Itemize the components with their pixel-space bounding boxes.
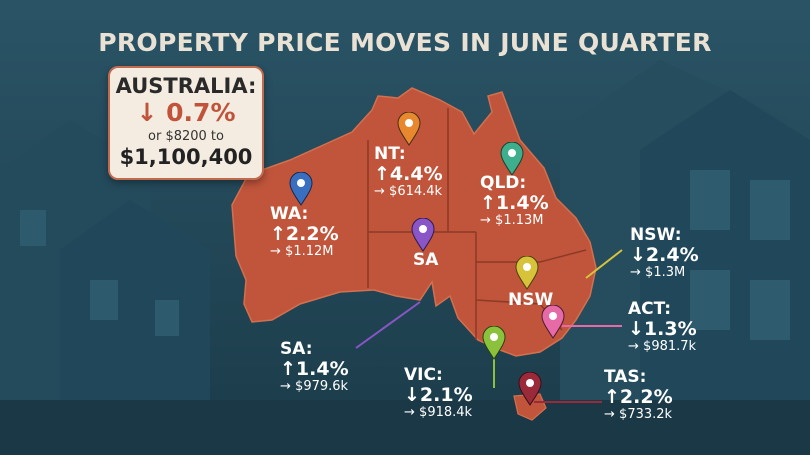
page-title: PROPERTY PRICE MOVES IN JUNE QUARTER	[98, 28, 712, 57]
right-arrow-icon: →	[480, 213, 491, 229]
region-change-value: 1.3%	[643, 318, 697, 341]
region-price-value: $1.12M	[285, 244, 334, 260]
region-label-nt: NT: ↑4.4% → $614.4k	[374, 144, 443, 200]
up-arrow-icon: ↑	[604, 386, 620, 409]
region-name: VIC:	[404, 365, 443, 385]
national-price: $1,100,400	[119, 145, 253, 169]
down-arrow-icon: ↓	[404, 384, 420, 407]
national-change-value: 0.7%	[166, 98, 236, 127]
region-change-value: 1.4%	[495, 192, 549, 215]
region-price: → $918.4k	[404, 406, 473, 421]
region-change-value: 4.4%	[389, 163, 443, 186]
region-label-vic: VIC: ↓2.1% → $918.4k	[404, 365, 473, 421]
region-label-nsw: NSW: ↓2.4% → $1.3M	[630, 225, 699, 281]
right-arrow-icon: →	[628, 339, 639, 355]
right-arrow-icon: →	[630, 265, 641, 281]
region-price: → $1.12M	[270, 245, 339, 260]
region-change: ↑1.4%	[280, 358, 349, 381]
region-name: TAS:	[604, 367, 647, 387]
region-price-value: $733.2k	[619, 407, 673, 423]
national-detail: or $8200 to	[148, 129, 224, 144]
up-arrow-icon: ↑	[270, 223, 286, 246]
tas-location-pin-icon	[518, 372, 542, 406]
region-change: ↑2.2%	[270, 223, 339, 246]
region-label-wa: WA: ↑2.2% → $1.12M	[270, 204, 339, 260]
region-change-value: 1.4%	[295, 358, 349, 381]
region-label-qld: QLD: ↑1.4% → $1.13M	[480, 173, 549, 229]
right-arrow-icon: →	[604, 407, 615, 423]
region-change-value: 2.2%	[619, 386, 673, 409]
region-change: ↑1.4%	[480, 192, 549, 215]
region-change: ↓1.3%	[628, 318, 697, 341]
nt-location-pin-icon	[397, 112, 421, 146]
region-name: ACT:	[628, 299, 672, 319]
up-arrow-icon: ↑	[374, 163, 390, 186]
right-arrow-icon: →	[270, 244, 281, 260]
qld-location-pin-icon	[500, 142, 524, 176]
nsw-location-pin-icon	[515, 256, 539, 290]
up-arrow-icon: ↑	[280, 358, 296, 381]
wa-location-pin-icon	[289, 172, 313, 206]
region-label-tas: TAS: ↑2.2% → $733.2k	[604, 367, 673, 423]
region-change: ↓2.4%	[630, 244, 699, 267]
region-price-value: $918.4k	[419, 405, 473, 421]
right-arrow-icon: →	[404, 405, 415, 421]
region-change: ↑4.4%	[374, 163, 443, 186]
region-price: → $733.2k	[604, 408, 673, 423]
map-label-nsw: NSW	[508, 290, 554, 310]
region-change-value: 2.4%	[645, 244, 699, 267]
region-change: ↓2.1%	[404, 384, 473, 407]
act-location-pin-icon	[541, 305, 565, 339]
region-name: NSW:	[630, 225, 682, 245]
down-arrow-icon: ↓	[136, 98, 158, 127]
map-label-sa: SA	[413, 250, 439, 270]
region-price: → $1.3M	[630, 266, 699, 281]
region-name: NT:	[374, 144, 406, 164]
down-arrow-icon: ↓	[628, 318, 644, 341]
right-arrow-icon: →	[280, 379, 291, 395]
region-price-value: $1.3M	[645, 265, 686, 281]
down-arrow-icon: ↓	[630, 244, 646, 267]
region-price: → $614.4k	[374, 185, 443, 200]
region-price: → $979.6k	[280, 380, 349, 395]
right-arrow-icon: →	[374, 184, 385, 200]
national-change: ↓ 0.7%	[110, 99, 262, 127]
national-summary-box: AUSTRALIA: ↓ 0.7% or $8200 to $1,100,400	[108, 66, 264, 180]
up-arrow-icon: ↑	[480, 192, 496, 215]
sa-location-pin-icon	[411, 218, 435, 252]
region-name: QLD:	[480, 173, 527, 193]
region-price: → $1.13M	[480, 214, 549, 229]
region-label-sa: SA: ↑1.4% → $979.6k	[280, 339, 349, 395]
region-change-value: 2.1%	[419, 384, 473, 407]
region-price: → $981.7k	[628, 340, 697, 355]
vic-location-pin-icon	[482, 326, 506, 360]
region-change-value: 2.2%	[285, 223, 339, 246]
region-name: SA:	[280, 339, 313, 359]
region-label-act: ACT: ↓1.3% → $981.7k	[628, 299, 697, 355]
region-price-value: $979.6k	[295, 379, 349, 395]
region-price-value: $981.7k	[643, 339, 697, 355]
region-price-value: $614.4k	[389, 184, 443, 200]
region-change: ↑2.2%	[604, 386, 673, 409]
region-price-value: $1.13M	[495, 213, 544, 229]
region-name: WA:	[270, 204, 309, 224]
national-name: AUSTRALIA:	[115, 74, 257, 98]
